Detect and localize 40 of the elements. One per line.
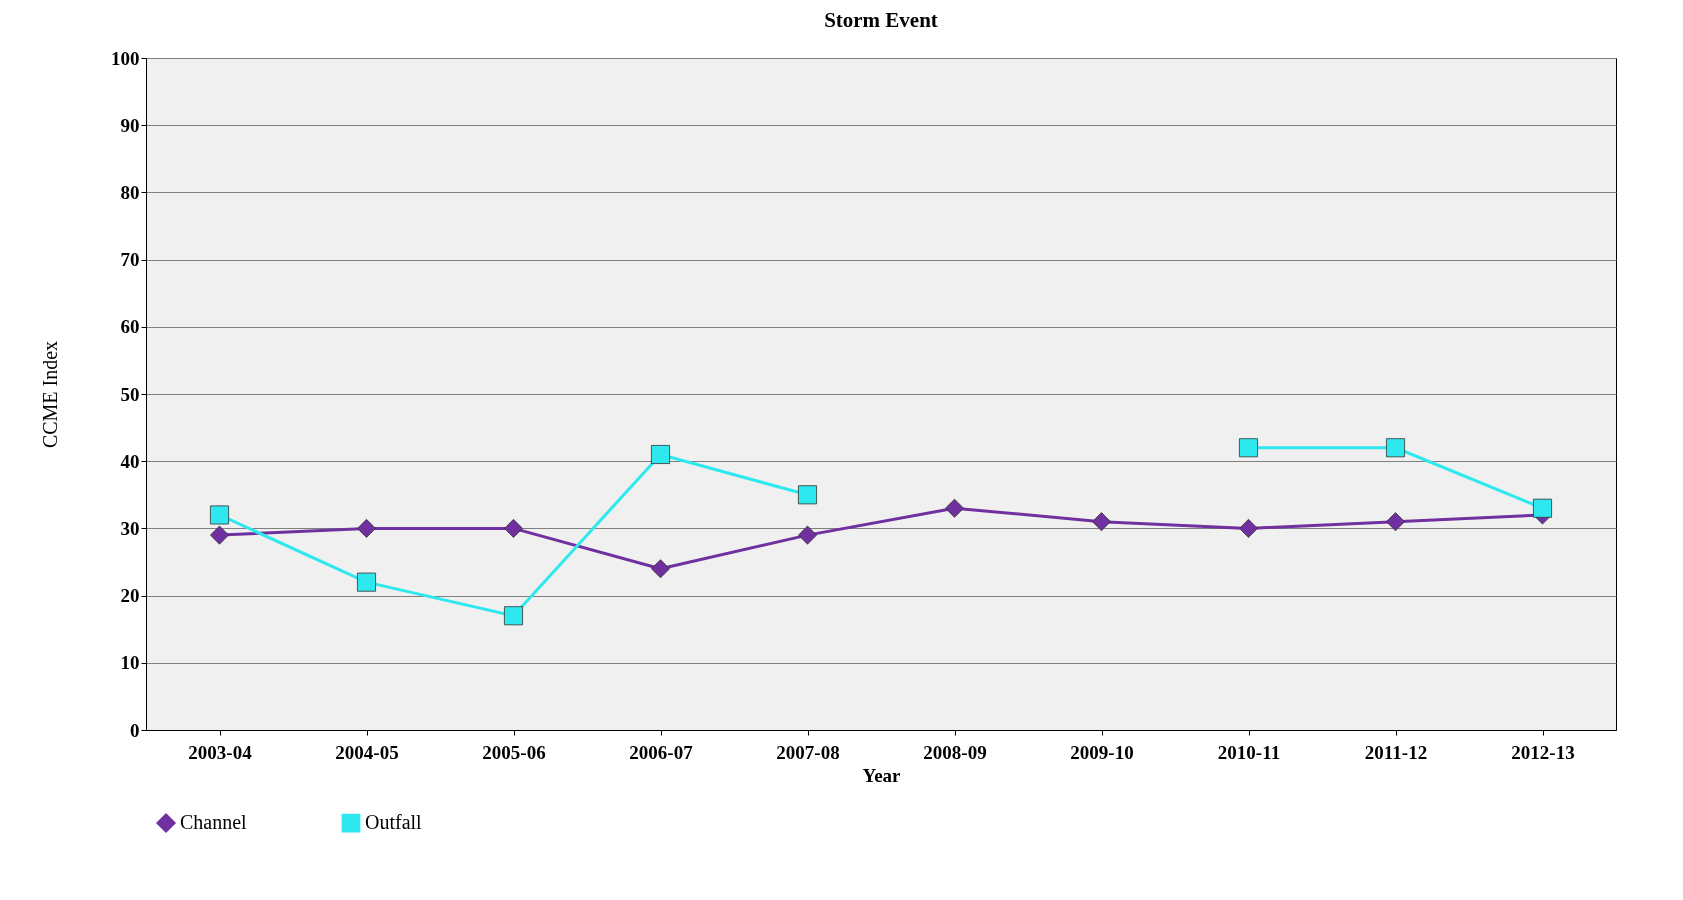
- x-tick-label: 2011-12: [1364, 741, 1428, 763]
- point: [504, 606, 523, 626]
- x-tick-label: 2005-06: [482, 741, 546, 763]
- y-tick-label: 30: [120, 517, 140, 539]
- y-tick-label: 50: [120, 383, 140, 405]
- y-tick-label: 20: [120, 585, 140, 607]
- x-axis-title: Year: [862, 764, 902, 786]
- x-tick-label: 2007-08: [776, 741, 840, 763]
- y-tick-label: 40: [120, 450, 140, 472]
- point: [651, 445, 670, 464]
- y-tick-label: 100: [111, 47, 140, 69]
- point: [798, 525, 817, 545]
- y-tick-label: 10: [120, 652, 140, 674]
- point: [1386, 512, 1405, 532]
- x-tick-label: 2003-04: [188, 741, 253, 763]
- point: [357, 518, 376, 538]
- point: [798, 485, 817, 505]
- x-tick-label: 2008-09: [923, 741, 987, 763]
- legend-label: Channel: [180, 811, 248, 834]
- x-tick-label: 2004-05: [335, 741, 399, 763]
- y-tick-label: 70: [120, 249, 140, 271]
- x-tick-label: 2009-10: [1070, 741, 1134, 763]
- point: [210, 525, 229, 545]
- y-tick-label: 0: [130, 719, 140, 741]
- point: [357, 572, 376, 592]
- chart-title: Storm Event: [824, 8, 938, 32]
- y-tick-label: 80: [120, 181, 140, 203]
- legend-label: Outfall: [365, 811, 423, 834]
- x-tick-label: 2006-07: [629, 741, 694, 763]
- y-tick-label: 60: [120, 316, 140, 338]
- point: [945, 498, 964, 518]
- y-axis-title: CCME Index: [39, 340, 61, 449]
- x-tick-label: 2012-13: [1511, 741, 1575, 763]
- y-tick-label: 90: [120, 114, 140, 136]
- point: [210, 505, 229, 525]
- point: [1239, 518, 1258, 538]
- x-tick-label: 2010-11: [1217, 741, 1281, 763]
- point: [1092, 512, 1111, 532]
- point: [504, 518, 523, 538]
- point: [651, 559, 670, 579]
